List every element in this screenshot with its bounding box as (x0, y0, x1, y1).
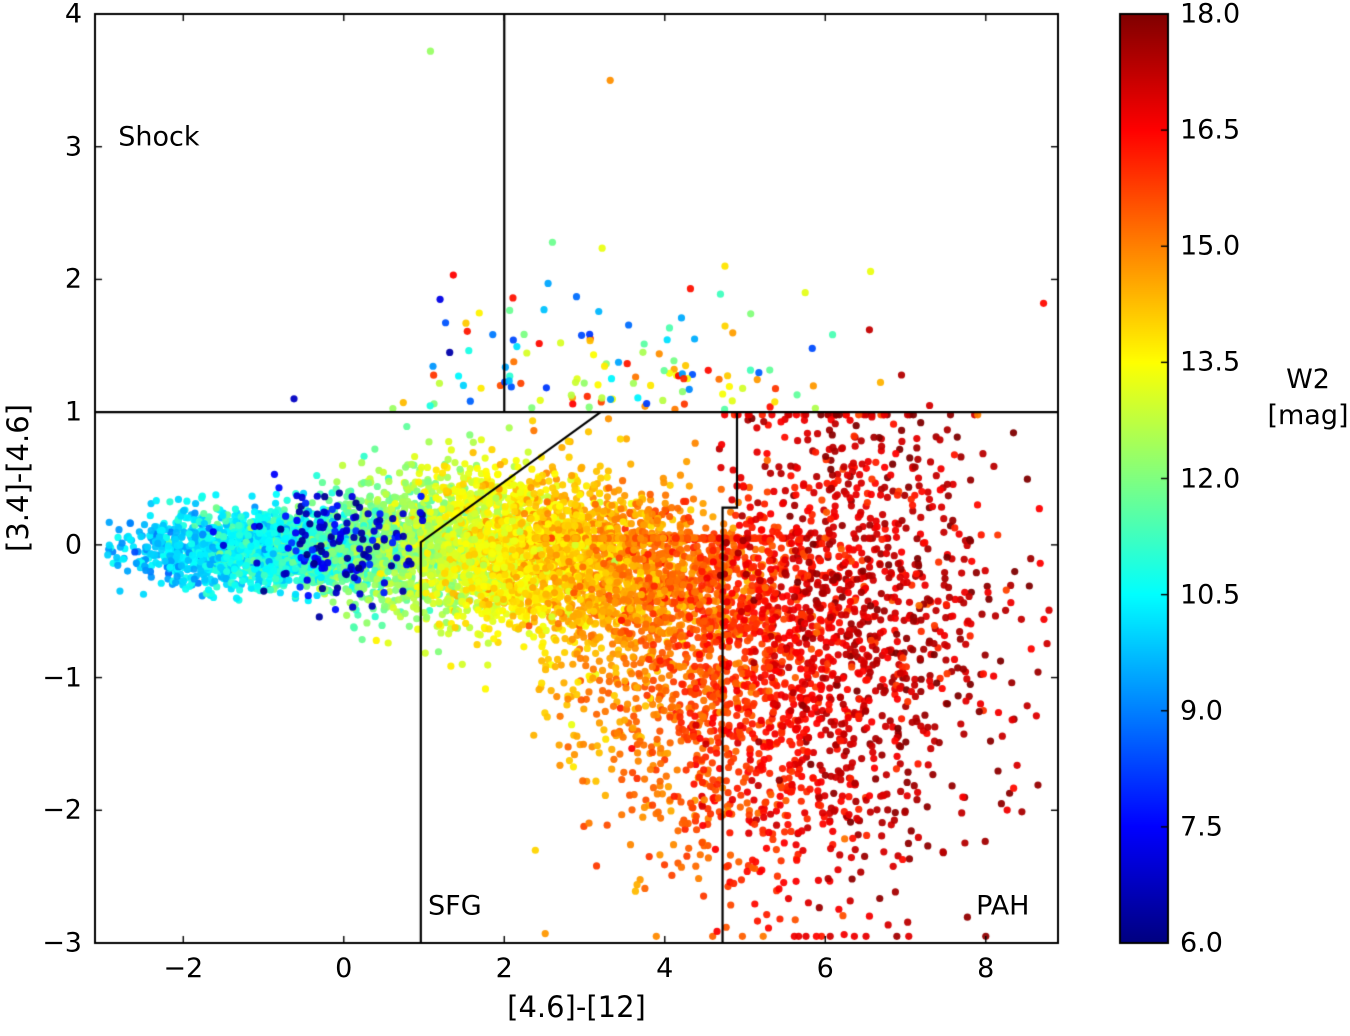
colorbar-title: W2 [mag] (1244, 362, 1350, 435)
region-label-sfg: SFG (428, 890, 482, 922)
colorbar-tick-label: 7.5 (1180, 811, 1223, 843)
colorbar-title-line1: W2 (1286, 364, 1330, 395)
x-tick-label: 2 (495, 953, 513, 984)
colorbar-tick-label: 15.0 (1180, 230, 1241, 262)
x-tick-label: −2 (163, 953, 204, 984)
region-label-pah: PAH (976, 890, 1030, 922)
y-tick-label: 3 (64, 131, 82, 163)
y-tick-label: −2 (42, 794, 82, 826)
colorbar-tick-label: 16.5 (1180, 114, 1241, 146)
region-label-shock: Shock (118, 121, 200, 153)
y-axis-label: [3.4]-[4.6] (1, 404, 35, 552)
y-tick-label: −3 (42, 927, 82, 959)
x-tick-label: 0 (335, 953, 353, 984)
colorbar-tick-label: 13.5 (1180, 346, 1241, 378)
y-tick-label: 0 (64, 529, 82, 561)
y-tick-label: 4 (64, 0, 82, 30)
colorbar-tick-label: 18.0 (1180, 0, 1241, 30)
y-tick-label: 2 (64, 263, 82, 295)
x-tick-label: 6 (816, 953, 834, 984)
x-tick-label: 4 (656, 953, 674, 984)
colorbar-tick-label: 6.0 (1180, 927, 1223, 959)
x-tick-label: 8 (977, 953, 995, 984)
x-axis-label: [4.6]-[12] (507, 990, 646, 1024)
colorbar-tick-label: 9.0 (1180, 695, 1223, 727)
colorbar-title-line2: [mag] (1267, 400, 1349, 432)
colorbar-tick-label: 12.0 (1180, 463, 1241, 494)
y-tick-label: −1 (42, 662, 82, 694)
colorbar-tick-label: 10.5 (1180, 579, 1241, 611)
y-tick-label: 1 (64, 396, 82, 428)
